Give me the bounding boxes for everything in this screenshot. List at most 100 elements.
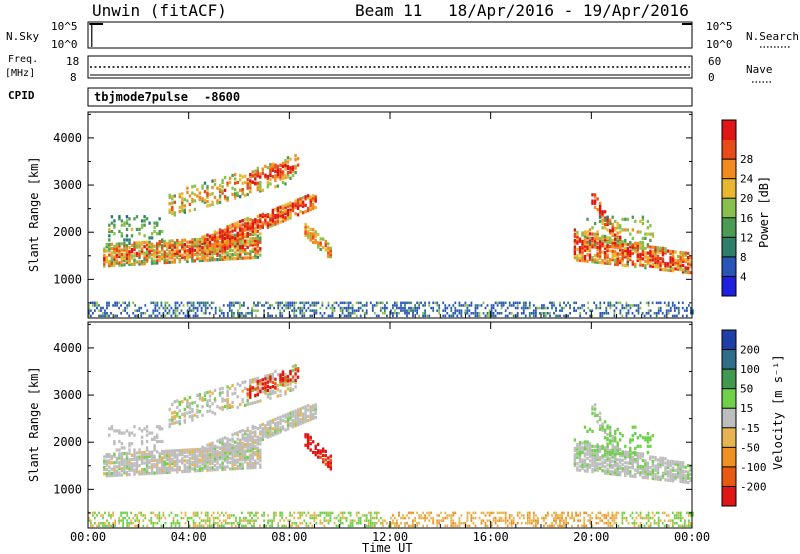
data-cell bbox=[128, 448, 131, 452]
data-cell bbox=[198, 410, 202, 414]
clutter-cell bbox=[408, 524, 410, 528]
data-cell bbox=[231, 445, 234, 450]
data-cell bbox=[158, 469, 161, 473]
data-cell bbox=[631, 425, 634, 429]
clutter-cell bbox=[422, 304, 424, 307]
clutter-cell bbox=[104, 522, 106, 525]
data-cell bbox=[296, 416, 300, 420]
data-cell bbox=[276, 219, 280, 223]
data-cell bbox=[636, 252, 639, 256]
data-cell bbox=[113, 244, 116, 248]
data-cell bbox=[284, 205, 287, 209]
clutter-cell bbox=[301, 514, 304, 517]
data-cell bbox=[621, 250, 624, 254]
clutter-cell bbox=[603, 312, 606, 315]
data-cell bbox=[598, 418, 602, 422]
data-cell bbox=[591, 461, 594, 465]
data-cell bbox=[261, 212, 264, 216]
data-cell bbox=[588, 255, 592, 259]
data-cell bbox=[153, 225, 156, 229]
colorbar-tick-label: 8 bbox=[740, 251, 747, 264]
data-cell bbox=[679, 267, 682, 272]
clutter-cell bbox=[408, 309, 410, 312]
clutter-cell bbox=[543, 304, 545, 307]
data-cell bbox=[616, 246, 619, 250]
data-cell bbox=[269, 163, 272, 167]
data-cell bbox=[271, 215, 275, 219]
data-cell bbox=[601, 226, 604, 230]
data-cell bbox=[120, 452, 124, 456]
clutter-cell bbox=[396, 522, 398, 525]
data-cell bbox=[158, 439, 161, 444]
data-cell bbox=[606, 444, 609, 448]
clutter-cell bbox=[341, 312, 344, 315]
clutter-cell bbox=[414, 306, 416, 310]
clutter-cell bbox=[311, 309, 314, 312]
data-cell bbox=[203, 251, 207, 255]
data-cell bbox=[216, 456, 219, 460]
clutter-cell bbox=[108, 522, 110, 525]
data-cell bbox=[236, 248, 239, 252]
clutter-cell bbox=[208, 516, 211, 520]
data-cell bbox=[234, 237, 237, 241]
data-cell bbox=[125, 258, 129, 262]
data-cell bbox=[123, 256, 126, 261]
clutter-cell bbox=[595, 304, 598, 307]
data-cell bbox=[208, 256, 212, 260]
data-cell bbox=[186, 448, 189, 452]
data-cell bbox=[133, 217, 136, 221]
clutter-cell bbox=[138, 511, 141, 515]
data-cell bbox=[196, 252, 199, 256]
data-cell bbox=[586, 450, 589, 454]
data-cell bbox=[130, 254, 134, 258]
clutter-cell bbox=[474, 312, 477, 315]
data-cell bbox=[598, 415, 602, 420]
data-cell bbox=[105, 243, 108, 247]
data-cell bbox=[251, 241, 254, 245]
data-cell bbox=[601, 218, 604, 222]
data-cell bbox=[624, 473, 627, 477]
data-cell bbox=[261, 431, 264, 435]
data-cell bbox=[264, 391, 267, 395]
data-cell bbox=[619, 241, 622, 245]
clutter-cell bbox=[249, 522, 251, 525]
clutter-cell bbox=[305, 301, 308, 305]
data-cell bbox=[181, 243, 184, 247]
clutter-cell bbox=[142, 524, 145, 528]
data-cell bbox=[125, 464, 129, 468]
clutter-cell bbox=[490, 524, 493, 528]
data-cell bbox=[624, 444, 627, 448]
data-cell bbox=[231, 244, 234, 248]
clutter-cell bbox=[291, 524, 294, 528]
data-cell bbox=[274, 165, 277, 169]
clutter-cell bbox=[496, 304, 499, 307]
data-cell bbox=[254, 453, 257, 457]
data-cell bbox=[203, 234, 207, 238]
data-cell bbox=[656, 464, 660, 468]
data-cell bbox=[279, 428, 282, 432]
clutter-cell bbox=[317, 301, 320, 305]
data-cell bbox=[251, 466, 254, 470]
data-cell bbox=[644, 438, 647, 442]
clutter-cell bbox=[373, 524, 376, 528]
data-cell bbox=[178, 258, 181, 262]
data-cell bbox=[236, 252, 239, 256]
clutter-cell bbox=[549, 524, 551, 528]
clutter-cell bbox=[355, 301, 358, 305]
data-cell bbox=[249, 457, 252, 461]
data-cell bbox=[274, 386, 277, 390]
clutter-cell bbox=[198, 304, 201, 307]
clutter-cell bbox=[355, 514, 358, 517]
clutter-cell bbox=[541, 312, 543, 315]
clutter-cell bbox=[200, 519, 203, 522]
data-cell bbox=[218, 451, 222, 455]
data-cell bbox=[601, 236, 604, 240]
data-cell bbox=[193, 242, 197, 246]
data-cell bbox=[231, 186, 234, 190]
data-cell bbox=[125, 227, 129, 231]
data-cell bbox=[226, 437, 229, 441]
data-cell bbox=[133, 252, 136, 256]
clutter-cell bbox=[567, 314, 569, 318]
clutter-cell bbox=[615, 306, 618, 310]
data-cell bbox=[168, 424, 171, 429]
